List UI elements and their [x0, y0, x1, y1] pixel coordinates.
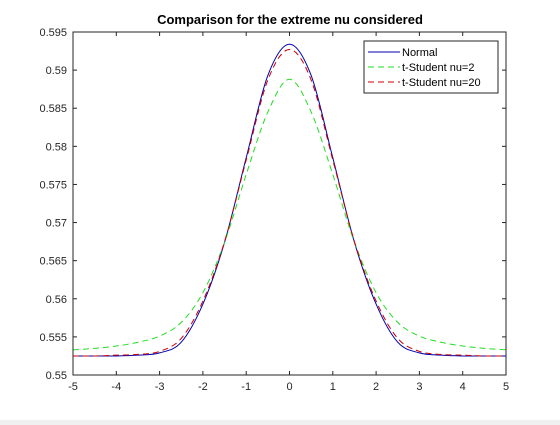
y-tick-label: 0.575 — [39, 179, 67, 191]
x-tick-label: -4 — [111, 381, 121, 393]
x-tick-label: -1 — [241, 381, 251, 393]
chart-title: Comparison for the extreme nu considered — [157, 12, 423, 27]
x-tick-label: 0 — [286, 381, 292, 393]
legend-entry-t-student-nu-20: t-Student nu=20 — [402, 77, 481, 89]
y-tick-label: 0.565 — [39, 256, 67, 268]
y-tick-label: 0.55 — [46, 370, 67, 382]
legend-entry-normal: Normal — [402, 47, 437, 59]
y-tick-label: 0.58 — [46, 141, 67, 153]
x-tick-label: 2 — [373, 381, 379, 393]
legend-box — [363, 40, 499, 94]
y-tick-label: 0.57 — [46, 218, 67, 230]
series-line-t-student-nu-2 — [72, 78, 507, 351]
y-tick-label: 0.59 — [46, 65, 67, 77]
x-tick-label: -5 — [68, 381, 78, 393]
y-tick-label: 0.56 — [46, 294, 67, 306]
x-tick-label: 3 — [416, 381, 422, 393]
series-layer — [72, 43, 507, 357]
legend-entry-t-student-nu-2: t-Student nu=2 — [402, 62, 474, 74]
x-tick-label: 4 — [460, 381, 466, 393]
y-tick-label: 0.585 — [39, 103, 67, 115]
x-tick-label: 5 — [503, 381, 509, 393]
axes-layer: -5 -4 -3 -2 -1 0 1 2 3 4 5 0.55 0.555 0.56 0.565 0.57 0.… — [39, 27, 509, 393]
x-tick-label: 1 — [330, 381, 336, 393]
series-line-t-student-nu-20 — [72, 49, 507, 357]
y-tick-label: 0.555 — [39, 332, 67, 344]
x-tick-label: -2 — [198, 381, 208, 393]
legend: Normal t-Student nu=2 t-Student nu=20 — [363, 40, 499, 94]
series-line-normal — [73, 43, 506, 357]
x-tick-label: -3 — [155, 381, 165, 393]
y-tick-label: 0.595 — [39, 27, 67, 39]
